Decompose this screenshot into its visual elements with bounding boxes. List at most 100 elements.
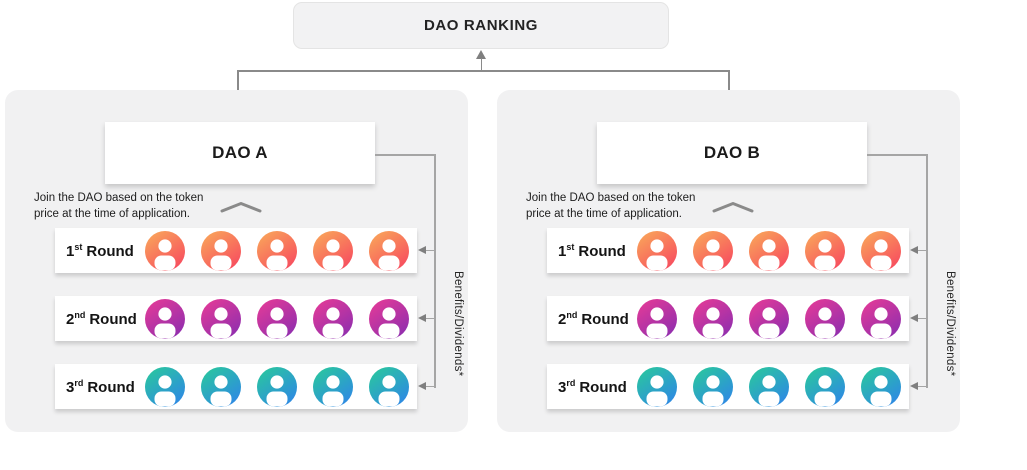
member-avatar [369,366,409,407]
person-icon [646,306,668,338]
round-label: 3rd Round [66,377,135,396]
arrow-left-icon [418,246,435,255]
person-icon [814,374,836,406]
member-avatar [749,298,789,339]
round-label: 1st Round [558,241,626,260]
person-icon [266,374,288,406]
person-icon [378,374,400,406]
member-avatar [805,298,845,339]
member-avatar [201,298,241,339]
person-icon [266,238,288,270]
person-icon [322,306,344,338]
connector-line [480,58,482,71]
person-icon [758,374,780,406]
benefits-label: Benefits/Dividends* [452,270,464,377]
person-icon [870,374,892,406]
join-note: Join the DAO based on the token price at… [34,191,203,222]
member-avatar [805,230,845,271]
member-avatar [313,230,353,271]
connector-line [728,70,730,91]
connector-line [867,154,927,156]
round-row-2: 2nd Round [547,296,909,341]
arrow-left-icon [910,314,927,323]
dao-b-title-box: DAO B [597,122,867,184]
avatar-group [145,366,409,407]
connector-line [926,154,928,388]
chevron-up-icon [220,202,262,213]
join-note: Join the DAO based on the token price at… [526,191,695,222]
arrow-left-icon [910,382,927,391]
dao-ranking-box: DAO RANKING [293,2,669,49]
round-row-3: 3rd Round [55,364,417,409]
avatar-group [637,366,901,407]
person-icon [814,238,836,270]
dao-ranking-title: DAO RANKING [423,17,539,34]
member-avatar [693,298,733,339]
member-avatar [257,366,297,407]
person-icon [210,238,232,270]
connector-line [375,154,435,156]
member-avatar [749,366,789,407]
round-label: 2nd Round [66,309,137,328]
person-icon [210,374,232,406]
member-avatar [257,230,297,271]
person-icon [154,238,176,270]
person-icon [646,374,668,406]
person-icon [154,374,176,406]
member-avatar [145,298,185,339]
round-row-1: 1st Round [55,228,417,273]
member-avatar [369,298,409,339]
member-avatar [805,366,845,407]
chevron-up-icon [712,202,754,213]
dao-b-title: DAO B [703,143,761,162]
round-row-3: 3rd Round [547,364,909,409]
join-note-line1: Join the DAO based on the token [526,192,696,204]
member-avatar [637,298,677,339]
arrow-left-icon [910,246,927,255]
member-avatar [637,366,677,407]
person-icon [266,306,288,338]
member-avatar [313,298,353,339]
person-icon [758,238,780,270]
dao-a-panel: DAO A Join the DAO based on the token pr… [5,90,468,432]
arrow-left-icon [418,382,435,391]
person-icon [378,238,400,270]
member-avatar [693,230,733,271]
dao-a-title: DAO A [212,143,268,162]
round-label: 3rd Round [558,377,627,396]
avatar-group [145,230,409,271]
arrow-left-icon [418,314,435,323]
person-icon [322,374,344,406]
member-avatar [201,366,241,407]
connector-line [434,154,436,388]
member-avatar [145,366,185,407]
person-icon [378,306,400,338]
round-label: 2nd Round [558,309,629,328]
connector-line [237,70,239,91]
member-avatar [201,230,241,271]
member-avatar [861,230,901,271]
dao-a-title-box: DAO A [105,122,375,184]
person-icon [758,306,780,338]
person-icon [322,238,344,270]
round-row-2: 2nd Round [55,296,417,341]
join-note-line1: Join the DAO based on the token [34,192,204,204]
avatar-group [637,230,901,271]
member-avatar [693,366,733,407]
person-icon [870,238,892,270]
member-avatar [369,230,409,271]
person-icon [702,238,724,270]
avatar-group [637,298,901,339]
dao-b-panel: DAO B Join the DAO based on the token pr… [497,90,960,432]
member-avatar [861,366,901,407]
round-label: 1st Round [66,241,134,260]
avatar-group [145,298,409,339]
person-icon [210,306,232,338]
person-icon [814,306,836,338]
round-row-1: 1st Round [547,228,909,273]
member-avatar [749,230,789,271]
arrow-up-icon [476,50,486,59]
member-avatar [257,298,297,339]
person-icon [870,306,892,338]
